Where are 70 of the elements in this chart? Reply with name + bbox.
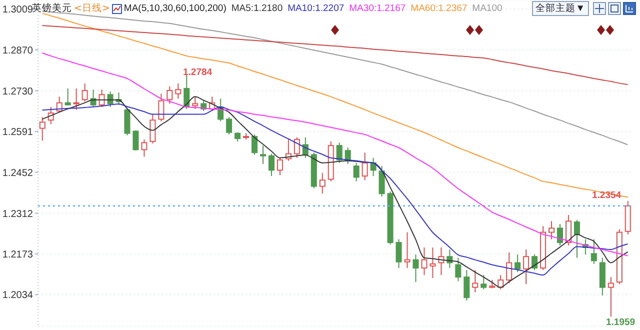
candlestick <box>523 249 530 285</box>
line-series <box>42 24 628 86</box>
text: MA30:1.2167 <box>349 3 406 14</box>
candlestick <box>608 276 614 318</box>
candlestick <box>548 220 555 240</box>
candlestick <box>294 136 300 158</box>
y-tick-label: 1.3009 <box>2 4 34 16</box>
candlestick <box>73 88 80 110</box>
annotation: MA(5,10,30,60,100,200) <box>124 3 226 14</box>
candlestick <box>532 254 538 271</box>
candlestick <box>82 82 88 102</box>
candlestick <box>455 257 462 282</box>
y-tick-label: 1.2312 <box>2 208 34 220</box>
candlestick <box>39 116 46 142</box>
y-tick-label: 1.2870 <box>2 45 34 56</box>
annotation: 1.1959 <box>606 317 636 328</box>
candlestick <box>514 254 521 273</box>
candlestick <box>336 142 342 164</box>
y-tick-label: 1.2591 <box>2 127 34 138</box>
line-series <box>42 52 628 256</box>
candlestick <box>480 274 487 290</box>
candlestick <box>464 270 470 302</box>
candlestick <box>472 270 478 293</box>
candlestick <box>590 238 597 264</box>
candlestick <box>268 153 274 177</box>
candlestick <box>175 82 182 100</box>
candlestick <box>98 89 105 108</box>
candlestick <box>132 130 139 152</box>
candlestick <box>234 132 241 142</box>
candlestick <box>150 113 156 144</box>
candlestick <box>158 93 164 122</box>
candlestick <box>396 238 402 269</box>
candlestick <box>506 252 512 284</box>
candlestick <box>260 145 266 165</box>
candlestick <box>276 157 283 176</box>
chart-subtitle: <日线> <box>74 2 110 15</box>
text: MA10:1.2207 <box>288 3 344 14</box>
y-tick-label: 1.2034 <box>2 290 34 302</box>
y-tick-label: 1.2173 <box>2 249 34 260</box>
candlestick <box>412 254 419 283</box>
candlestick <box>141 138 148 158</box>
y-tick-label: 1.2730 <box>2 86 34 98</box>
y-tick-label: 1.2452 <box>2 168 34 179</box>
candlestick <box>319 172 326 194</box>
candlestick <box>574 219 580 258</box>
text: MA5:1.2180 <box>231 3 283 14</box>
chart-title: 英镑美元 <box>32 2 72 15</box>
candlestick <box>124 107 130 136</box>
candlestick <box>404 232 410 269</box>
candlestick <box>430 247 436 278</box>
candlestick <box>64 88 71 106</box>
line-series <box>42 12 628 198</box>
text: MA60:1.2367 <box>410 3 468 14</box>
annotation: 1.2784 <box>183 67 212 78</box>
annotation: 全部主题▼ <box>532 1 589 16</box>
candlestick <box>107 91 114 108</box>
candlestick <box>565 214 572 246</box>
candlestick <box>166 86 173 104</box>
candlestick <box>226 116 232 135</box>
candlestick <box>556 224 563 246</box>
candlestick <box>252 134 258 156</box>
candlestick <box>421 247 428 276</box>
candlestick <box>378 166 385 198</box>
text: MA100 <box>472 3 502 14</box>
candlestick <box>362 152 368 181</box>
candlestick <box>192 96 198 110</box>
annotation: 1.2354 <box>592 190 622 201</box>
candlestick <box>90 89 96 108</box>
candlestick <box>353 162 360 182</box>
candlestick <box>498 274 504 290</box>
